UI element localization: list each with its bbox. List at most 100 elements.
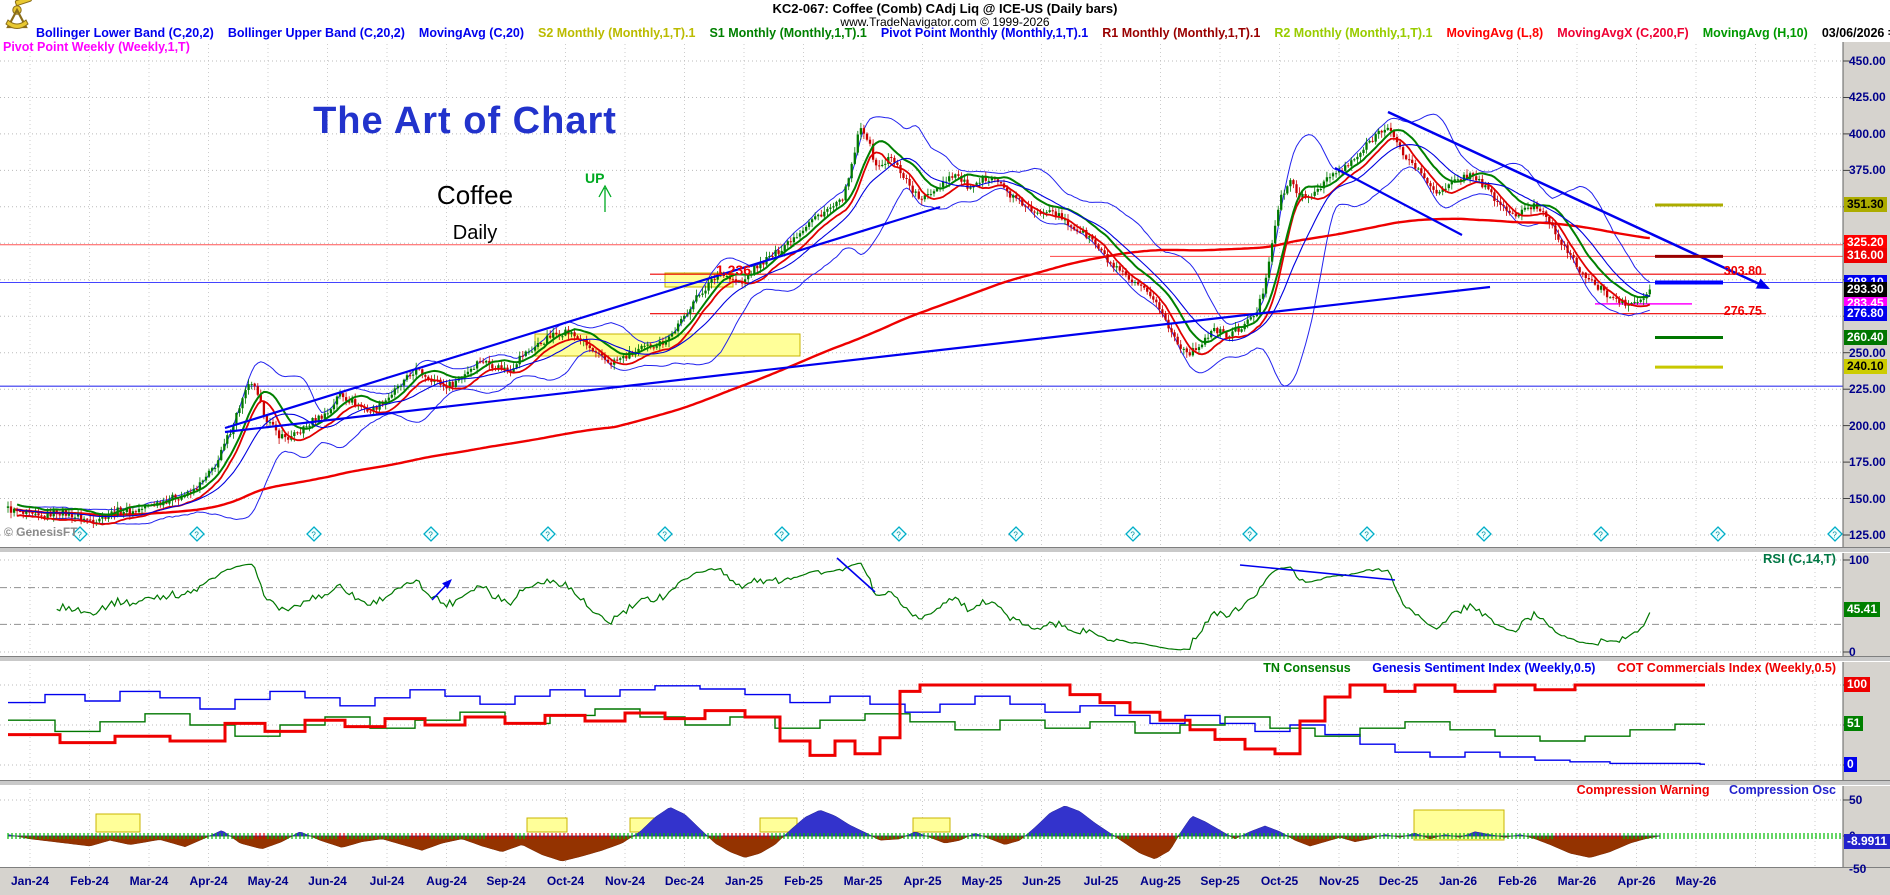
genesis-copyright: © GenesisFT — [4, 525, 78, 539]
svg-text:?: ? — [311, 531, 316, 540]
legend-item[interactable]: R2 Monthly (Monthly,1,T).1 — [1274, 26, 1433, 40]
axis-tick-label: 425.00 — [1849, 90, 1886, 105]
trend-direction-label: UP — [585, 170, 605, 186]
price-level-label-303: 303.80 — [1723, 264, 1762, 278]
legend-item[interactable]: R1 Monthly (Monthly,1,T).1 — [1102, 26, 1261, 40]
pane-separator-sentiment-compression[interactable] — [0, 780, 1890, 786]
legend-item[interactable]: MovingAvgX (C,200,F) — [1557, 26, 1689, 40]
date-axis-label: Apr-26 — [1617, 874, 1656, 888]
svg-text:?: ? — [896, 531, 901, 540]
date-axis-label: May-25 — [961, 874, 1003, 888]
axis-tick-label: 50 — [1849, 793, 1863, 807]
date-axis-label: Aug-24 — [426, 874, 467, 888]
axis-value-badge: 276.80 — [1844, 305, 1887, 321]
date-axis-label: Apr-25 — [903, 874, 942, 888]
legend-item[interactable]: S1 Monthly (Monthly,1,T).1 — [709, 26, 867, 40]
date-axis-label: Jan-26 — [1438, 874, 1478, 888]
axis-value-badge: 351.30 — [1844, 196, 1887, 212]
date-axis-label: Feb-26 — [1498, 874, 1537, 888]
date-axis-label: Feb-25 — [784, 874, 823, 888]
svg-text:?: ? — [1247, 531, 1252, 540]
axis-tick-label: 250.00 — [1849, 345, 1886, 360]
date-axis-label: Jun-25 — [1022, 874, 1061, 888]
date-axis-label: Dec-24 — [664, 874, 705, 888]
tn-consensus-label[interactable]: TN Consensus — [1263, 661, 1351, 675]
legend-item[interactable]: MovingAvg (H,10) — [1702, 26, 1808, 40]
date-axis[interactable]: Jan-24 Feb-24 Mar-24 Apr-24 May-24 Jun-24 Jul-… — [0, 867, 1890, 895]
axis-value-badge: 240.10 — [1844, 359, 1887, 375]
watermark-title: The Art of Chart — [313, 100, 617, 142]
pane-separator-price-rsi[interactable] — [0, 547, 1890, 553]
axis-value-badge: 45.41 — [1844, 602, 1881, 618]
svg-text:?: ? — [1481, 531, 1486, 540]
axis-value-badge: -8.9911 — [1844, 834, 1890, 850]
date-axis-label: Feb-24 — [70, 874, 109, 888]
legend-item[interactable]: Bollinger Lower Band (C,20,2) — [36, 26, 214, 40]
axis-tick-label: 0 — [1849, 645, 1856, 659]
indicator-legend-row-1: Bollinger Lower Band (C,20,2) Bollinger U… — [36, 26, 1890, 40]
axis-value-badge: 100 — [1844, 677, 1871, 692]
svg-text:?: ? — [194, 531, 199, 540]
legend-item[interactable]: Bollinger Upper Band (C,20,2) — [227, 26, 405, 40]
date-axis-label: Apr-24 — [189, 874, 228, 888]
svg-text:?: ? — [1598, 531, 1603, 540]
compression-warning-label[interactable]: Compression Warning — [1576, 783, 1710, 797]
axis-tick-label: 150.00 — [1849, 491, 1886, 506]
axis-tick-label: 375.00 — [1849, 163, 1886, 178]
axis-tick-label: 450.00 — [1849, 54, 1886, 68]
svg-text:?: ? — [662, 531, 667, 540]
watermark-timeframe: Daily — [452, 222, 498, 244]
date-axis-label: Jun-24 — [308, 874, 347, 888]
date-axis-label: Jul-25 — [1083, 874, 1119, 888]
pane-separator-rsi-sentiment[interactable] — [0, 656, 1890, 662]
date-axis-label: Oct-24 — [546, 874, 585, 888]
legend-item[interactable]: MovingAvg (L,8) — [1446, 26, 1544, 40]
axis-value-badge: 293.30 — [1844, 281, 1887, 297]
chart-subtitle: www.TradeNavigator.com © 1999-2026 — [840, 15, 1050, 29]
date-axis-label: Sep-24 — [486, 874, 526, 888]
legend-item[interactable]: MovingAvg (C,20) — [418, 26, 525, 40]
date-axis-label: Dec-25 — [1378, 874, 1419, 888]
legend-item[interactable]: Pivot Point Monthly (Monthly,1,T).1 — [880, 26, 1089, 40]
date-axis-label: Mar-25 — [843, 874, 883, 888]
axis-tick-label: -50 — [1849, 862, 1867, 877]
compression-panel-labels: Compression Warning Compression Osc — [1561, 783, 1836, 797]
watermark-symbol: Coffee — [436, 180, 514, 210]
axis-tick-label: 200.00 — [1849, 418, 1886, 433]
date-axis-label: Mar-24 — [129, 874, 169, 888]
axis-tick-label: 100 — [1849, 553, 1870, 567]
indicator-legend-row-2: Pivot Point Weekly (Weekly,1,T) — [3, 40, 204, 54]
date-axis-label: Oct-25 — [1260, 874, 1299, 888]
axis-tick-label: 175.00 — [1849, 455, 1886, 470]
date-axis-label: Jan-24 — [10, 874, 50, 888]
date-axis-label: Mar-26 — [1557, 874, 1597, 888]
svg-text:?: ? — [77, 531, 82, 540]
axis-value-badge: 325.20 — [1844, 235, 1887, 251]
cot-commercials-label[interactable]: COT Commercials Index (Weekly,0.5) — [1616, 661, 1836, 675]
trade-navigator-logo-icon[interactable] — [2, 0, 34, 41]
compression-osc-label[interactable]: Compression Osc — [1729, 783, 1836, 797]
legend-item[interactable]: S2 Monthly (Monthly,1,T).1 — [538, 26, 696, 40]
legend-item[interactable]: Pivot Point Weekly (Weekly,1,T) — [3, 40, 190, 54]
svg-text:?: ? — [1013, 531, 1018, 540]
svg-text:?: ? — [1832, 531, 1837, 540]
axis-value-badge: 316.00 — [1844, 248, 1887, 264]
date-axis-label: Aug-25 — [1140, 874, 1181, 888]
svg-text:?: ? — [1364, 531, 1369, 540]
axis-value-badge: 51 — [1844, 716, 1864, 732]
sentiment-panel-labels: TN Consensus Genesis Sentiment Index (We… — [1245, 661, 1836, 675]
date-axis-label: Jan-25 — [724, 874, 764, 888]
genesis-sentiment-label[interactable]: Genesis Sentiment Index (Weekly,0.5) — [1372, 661, 1596, 675]
svg-text:?: ? — [1715, 531, 1720, 540]
date-axis-label: Sep-25 — [1200, 874, 1240, 888]
rsi-indicator-label[interactable]: RSI (C,14,T) — [1763, 551, 1836, 566]
date-axis-label: Jul-24 — [369, 874, 405, 888]
svg-text:?: ? — [428, 531, 433, 540]
date-axis-label: May-24 — [247, 874, 289, 888]
cursor-date-value[interactable]: 03/06/2026 = 293.30 (+4.50) — [1821, 26, 1890, 40]
axis-tick-label: 125.00 — [1849, 528, 1886, 542]
axis-value-badge: 260.40 — [1844, 329, 1887, 345]
axis-value-badge: 0 — [1844, 757, 1857, 772]
